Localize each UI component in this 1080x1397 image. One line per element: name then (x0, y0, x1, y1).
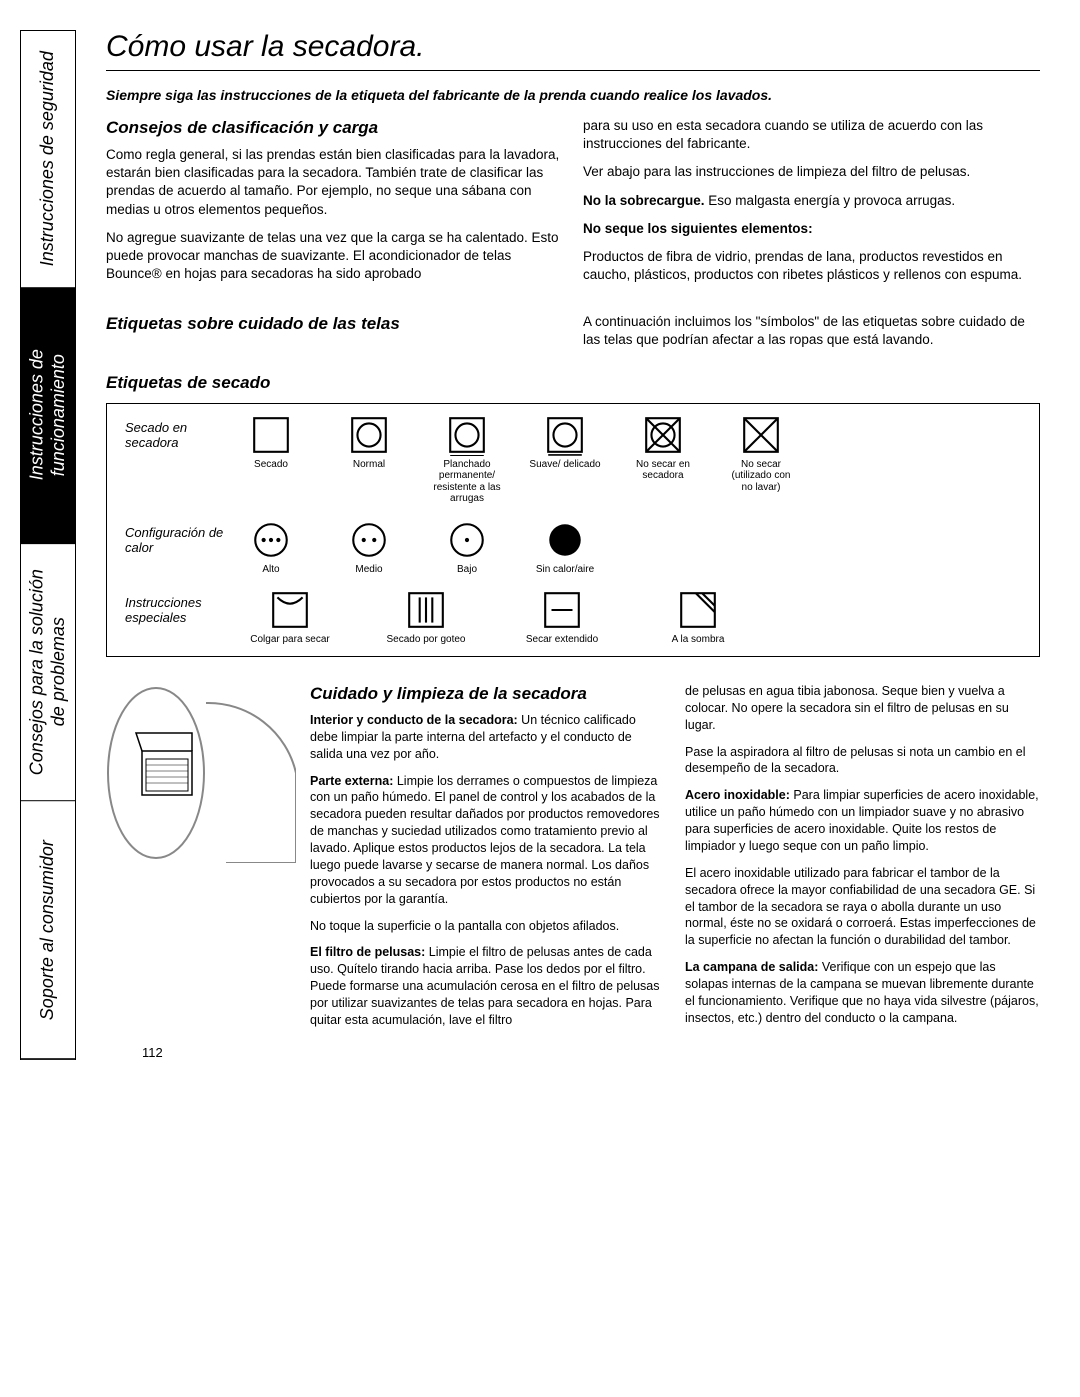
care-row2-label: Configuración de calor (125, 519, 235, 555)
care-row3-label: Instrucciones especiales (125, 589, 235, 625)
sorting-c2-p1: para su uso en esta secadora cuando se u… (583, 117, 1040, 153)
sorting-section: Consejos de clasificación y carga Como r… (106, 117, 1040, 295)
icon-heat-low: Bajo (431, 519, 503, 576)
care-symbols-box: Secado en secadora Secado Normal Plan (106, 403, 1040, 657)
icon-caption: Suave/ delicado (529, 459, 600, 471)
care-c2-p2: Pase la aspiradora al filtro de pelusas … (685, 744, 1040, 778)
dryer-illustration (106, 683, 296, 863)
icon-caption: No secar (utilizado con no lavar) (725, 459, 797, 494)
icon-in-shade: A la sombra (643, 589, 753, 646)
page: Instrucciones de seguridad Instrucciones… (20, 30, 1040, 1060)
tab-soporte-consumidor[interactable]: Soporte al consumidor (21, 802, 75, 1059)
fabric-labels-heading: Etiquetas sobre cuidado de las telas (106, 313, 563, 336)
care-c2-p4: El acero inoxidable utilizado para fabri… (685, 865, 1040, 949)
tab-seguridad[interactable]: Instrucciones de seguridad (21, 31, 75, 287)
icon-caption: No secar en secadora (627, 459, 699, 482)
icon-caption: Planchado permanente/ resistente a las a… (431, 459, 503, 505)
icon-caption: Bajo (457, 564, 477, 576)
care-p2: Parte externa: Limpie los derrames o com… (310, 773, 665, 908)
sidebar-tabs: Instrucciones de seguridad Instrucciones… (20, 30, 76, 1060)
dry-labels-heading: Etiquetas de secado (106, 373, 1040, 393)
fabric-labels-section: Etiquetas sobre cuidado de las telas A c… (106, 313, 1040, 359)
main-content: Cómo usar la secadora. Siempre siga las … (76, 30, 1040, 1060)
sorting-p2: No agregue suavizante de telas una vez q… (106, 229, 563, 284)
icon-heat-medium: Medio (333, 519, 405, 576)
icon-no-heat: Sin calor/aire (529, 519, 601, 576)
care-c2-p1: de pelusas en agua tibia jabonosa. Seque… (685, 683, 1040, 734)
icon-caption: Secar extendido (526, 634, 598, 646)
care-p3: No toque la superficie o la pantalla con… (310, 918, 665, 935)
icon-normal: Normal (333, 414, 405, 505)
care-c2-p3: Acero inoxidable: Para limpiar superfici… (685, 787, 1040, 855)
icon-caption: Normal (353, 459, 385, 471)
care-row-special: Instrucciones especiales Colgar para sec… (125, 589, 1025, 646)
icon-drip-dry: Secado por goteo (371, 589, 481, 646)
icon-no-tumble-dry: No secar en secadora (627, 414, 699, 505)
icon-caption: Colgar para secar (250, 634, 329, 646)
sorting-p1: Como regla general, si las prendas están… (106, 146, 563, 219)
sorting-no-sobrecargue: No la sobrecargue. (583, 193, 705, 208)
sorting-heading: Consejos de clasificación y carga (106, 117, 563, 140)
dry-labels-section: Etiquetas de secado Secado en secadora S… (106, 373, 1040, 657)
sorting-no-seque-head: No seque los siguientes elementos: (583, 220, 1040, 238)
care-p4: El filtro de pelusas: Limpie el filtro d… (310, 944, 665, 1028)
icon-permanent-press: Planchado permanente/ resistente a las a… (431, 414, 503, 505)
care-heading: Cuidado y limpieza de la secadora (310, 683, 665, 706)
icon-do-not-dry: No secar (utilizado con no lavar) (725, 414, 797, 505)
care-p2b: Limpie los derrames o compuestos de limp… (310, 774, 660, 906)
care-row-heat: Configuración de calor Alto Medio Baj (125, 519, 1025, 576)
sorting-c2-p3b: Eso malgasta energía y provoca arrugas. (705, 193, 956, 208)
icon-heat-high: Alto (235, 519, 307, 576)
sorting-no-seque-body: Productos de fibra de vidrio, prendas de… (583, 248, 1040, 284)
icon-caption: Medio (355, 564, 382, 576)
tab-solucion-problemas[interactable]: Consejos para la solución de problemas (21, 544, 75, 801)
care-p1: Interior y conducto de la secadora: Un t… (310, 712, 665, 763)
tab-funcionamiento[interactable]: Instrucciones de funcionamiento (21, 287, 75, 544)
care-p4a: El filtro de pelusas: (310, 945, 425, 959)
care-c2-p5: La campana de salida: Verifique con un e… (685, 959, 1040, 1027)
icon-dry-flat: Secar extendido (507, 589, 617, 646)
care-p1a: Interior y conducto de la secadora: (310, 713, 518, 727)
sorting-c2-p2: Ver abajo para las instrucciones de limp… (583, 163, 1040, 181)
fabric-labels-desc: A continuación incluimos los "símbolos" … (583, 313, 1040, 349)
icon-secado: Secado (235, 414, 307, 505)
care-c2-p5a: La campana de salida: (685, 960, 818, 974)
page-number: 112 (142, 1045, 1040, 1060)
page-title: Cómo usar la secadora. (106, 30, 1040, 71)
icon-gentle: Suave/ delicado (529, 414, 601, 505)
icon-caption: Alto (262, 564, 279, 576)
care-row1-label: Secado en secadora (125, 414, 235, 450)
icon-caption: Secado (254, 459, 288, 471)
icon-caption: Sin calor/aire (536, 564, 594, 576)
sorting-c2-p3: No la sobrecargue. Eso malgasta energía … (583, 192, 1040, 210)
icon-caption: A la sombra (672, 634, 725, 646)
icon-caption: Secado por goteo (387, 634, 466, 646)
care-c2-p3a: Acero inoxidable: (685, 788, 790, 802)
care-p2a: Parte externa: (310, 774, 393, 788)
intro-text: Siempre siga las instrucciones de la eti… (106, 87, 1040, 103)
care-row-tumble: Secado en secadora Secado Normal Plan (125, 414, 1025, 505)
icon-line-dry: Colgar para secar (235, 589, 345, 646)
care-cleaning-section: Cuidado y limpieza de la secadora Interi… (106, 683, 1040, 1039)
